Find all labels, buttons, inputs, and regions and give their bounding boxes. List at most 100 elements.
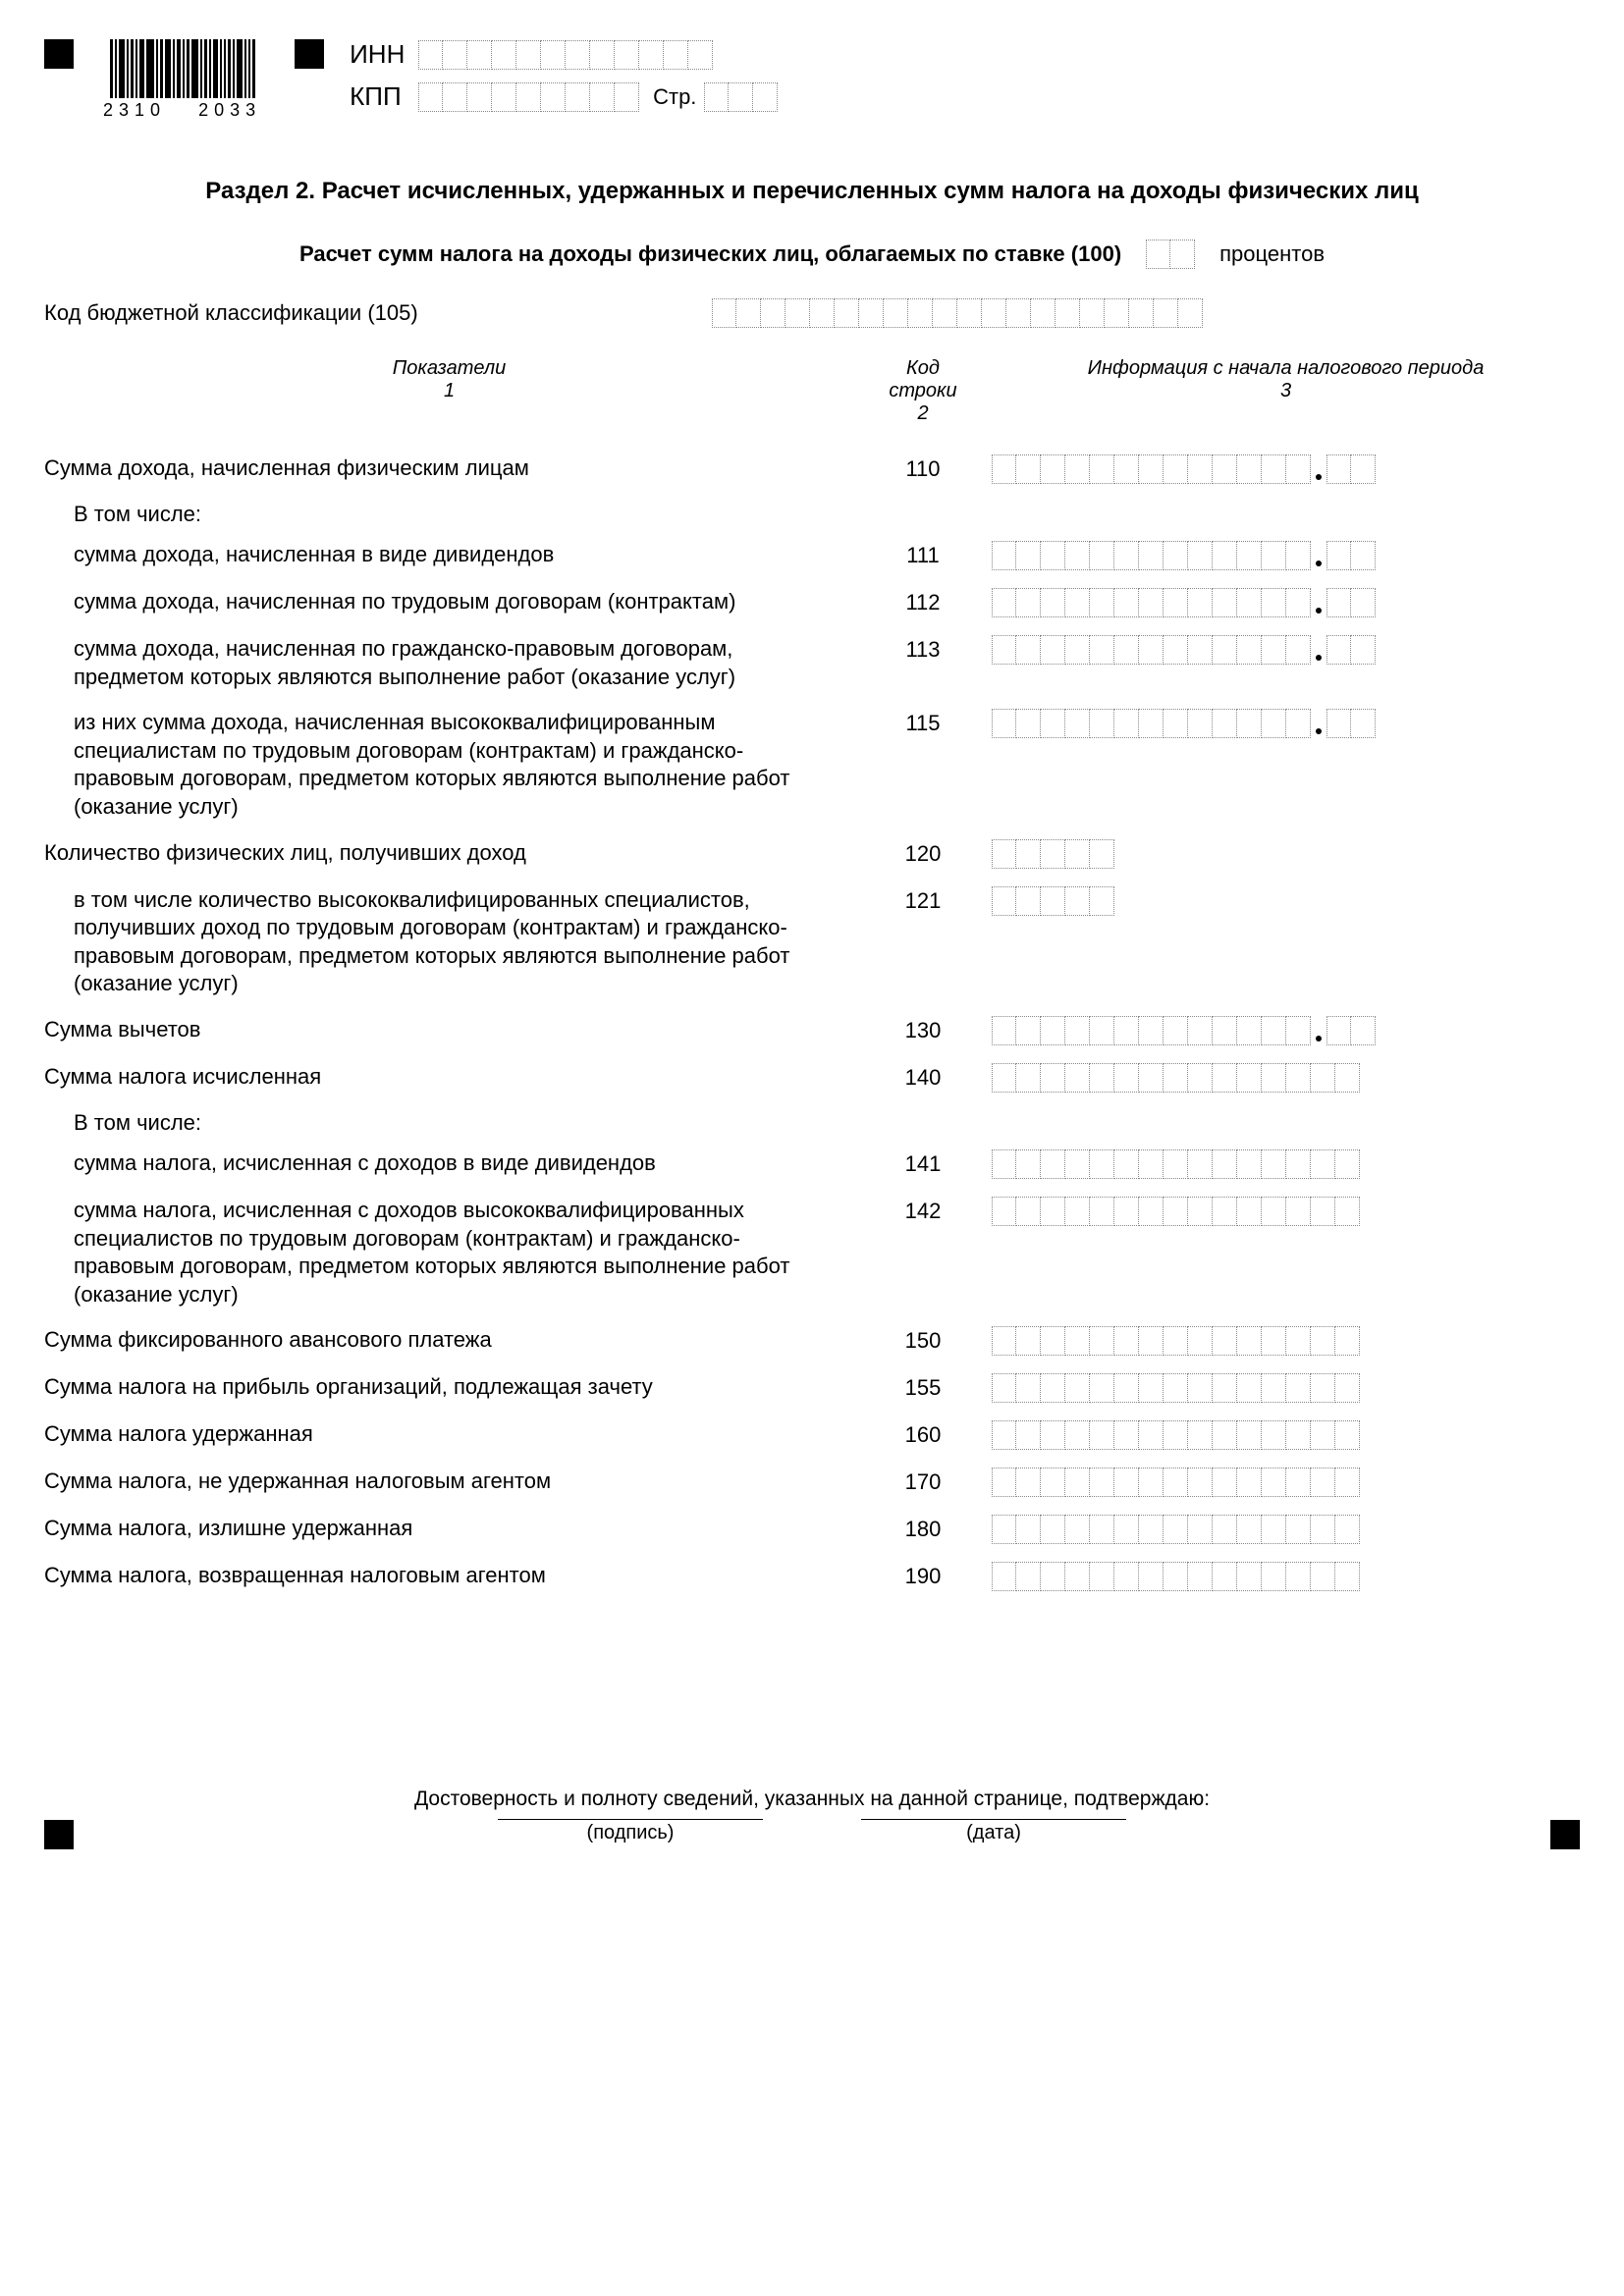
barcode-icon (110, 39, 255, 98)
col3-b: 3 (1280, 380, 1291, 401)
date-label: (дата) (966, 1822, 1021, 1843)
row-code: 120 (854, 839, 992, 867)
row-cells[interactable] (992, 1515, 1360, 1544)
column-headers: Показатели 1 Код строки 2 Информация с н… (44, 357, 1580, 425)
row-desc: Сумма налога исчисленная (44, 1063, 854, 1092)
row-cells[interactable] (992, 635, 1376, 665)
rate-cells[interactable] (1146, 240, 1195, 269)
row-141: сумма налога, исчисленная с доходов в ви… (44, 1149, 1580, 1179)
row-180: Сумма налога, излишне удержанная180 (44, 1515, 1580, 1544)
row-111: сумма дохода, начисленная в виде дивиден… (44, 541, 1580, 570)
inn-label: ИНН (350, 39, 418, 70)
sign-label: (подпись) (587, 1822, 675, 1843)
kpp-row: КПП Стр. (350, 81, 778, 112)
rows-container: Сумма дохода, начисленная физическим лиц… (44, 454, 1580, 1591)
row-code: 140 (854, 1063, 992, 1091)
row-cells[interactable] (992, 886, 1114, 916)
col2-c: 2 (917, 402, 928, 424)
row-desc: сумма налога, исчисленная с доходов высо… (74, 1197, 854, 1308)
row-code: 155 (854, 1373, 992, 1401)
row-cells[interactable] (992, 1420, 1360, 1450)
col2-b: строки (889, 380, 956, 401)
row-code: 160 (854, 1420, 992, 1448)
row-142: сумма налога, исчисленная с доходов высо… (44, 1197, 1580, 1308)
tax-form-page: 2310 2033 ИНН КПП Стр. Раздел 2. Расчет … (0, 0, 1624, 1894)
col1-a: Показатели (393, 357, 506, 379)
col-header-1: Показатели 1 (44, 357, 854, 425)
row-170: Сумма налога, не удержанная налоговым аг… (44, 1468, 1580, 1497)
row-desc: Сумма фиксированного авансового платежа (44, 1326, 854, 1355)
kbk-label: Код бюджетной классификации (105) (44, 300, 712, 326)
row-code: 190 (854, 1562, 992, 1589)
row-190: Сумма налога, возвращенная налоговым аге… (44, 1562, 1580, 1591)
marker-top-right (295, 39, 324, 69)
row-code: 113 (854, 635, 992, 663)
row-desc: сумма дохода, начисленная по гражданско-… (74, 635, 854, 691)
footer: Достоверность и полноту сведений, указан… (44, 1788, 1580, 1844)
confirm-text: Достоверность и полноту сведений, указан… (44, 1788, 1580, 1811)
subtitle-left: Расчет сумм налога на доходы физических … (299, 241, 1121, 267)
barcode-numbers: 2310 2033 (103, 100, 261, 121)
row-desc: из них сумма дохода, начисленная высокок… (74, 709, 854, 821)
row-cells[interactable] (992, 1063, 1360, 1093)
row-cells[interactable] (992, 454, 1376, 484)
row-code: 130 (854, 1016, 992, 1043)
row-desc: Сумма дохода, начисленная физическим лиц… (44, 454, 854, 483)
row-code: 141 (854, 1149, 992, 1177)
page-label: Стр. (653, 84, 696, 110)
subtitle-right: процентов (1219, 241, 1325, 267)
row-code: 142 (854, 1197, 992, 1224)
row-cells[interactable] (992, 1016, 1376, 1045)
row-cells[interactable] (992, 1149, 1360, 1179)
row-cells[interactable] (992, 1562, 1360, 1591)
col2-a: Код (906, 357, 940, 379)
col-header-3: Информация с начала налогового периода 3 (992, 357, 1580, 425)
row-code: 180 (854, 1515, 992, 1542)
inn-kpp-block: ИНН КПП Стр. (350, 39, 778, 124)
row-cells[interactable] (992, 709, 1376, 738)
row-desc: Сумма налога удержанная (44, 1420, 854, 1449)
page-cells[interactable] (704, 82, 778, 112)
row-cells[interactable] (992, 1468, 1360, 1497)
row-cells[interactable] (992, 1326, 1360, 1356)
row-code: 150 (854, 1326, 992, 1354)
row-cells[interactable] (992, 839, 1114, 869)
marker-bottom-right (1550, 1820, 1580, 1849)
kbk-cells[interactable] (712, 298, 1203, 328)
kpp-cells[interactable] (418, 82, 639, 112)
date-line[interactable]: (дата) (861, 1819, 1126, 1844)
row-code: 170 (854, 1468, 992, 1495)
row-desc: Количество физических лиц, получивших до… (44, 839, 854, 868)
form-header: 2310 2033 ИНН КПП Стр. (44, 39, 1580, 124)
including-label: В том числе: (44, 1110, 1580, 1136)
row-112: сумма дохода, начисленная по трудовым до… (44, 588, 1580, 617)
row-cells[interactable] (992, 541, 1376, 570)
row-desc: в том числе количество высококвалифициро… (74, 886, 854, 998)
row-cells[interactable] (992, 1373, 1360, 1403)
row-150: Сумма фиксированного авансового платежа1… (44, 1326, 1580, 1356)
kbk-row: Код бюджетной классификации (105) (44, 298, 1580, 328)
including-label: В том числе: (44, 502, 1580, 527)
row-desc: сумма налога, исчисленная с доходов в ви… (74, 1149, 854, 1178)
inn-cells[interactable] (418, 40, 713, 70)
row-code: 110 (854, 454, 992, 482)
row-cells[interactable] (992, 1197, 1360, 1226)
signature-line[interactable]: (подпись) (498, 1819, 763, 1844)
row-desc: Сумма налога, не удержанная налоговым аг… (44, 1468, 854, 1496)
row-113: сумма дохода, начисленная по гражданско-… (44, 635, 1580, 691)
barcode-left: 2310 (103, 100, 166, 120)
row-desc: сумма дохода, начисленная по трудовым до… (74, 588, 854, 616)
row-155: Сумма налога на прибыль организаций, под… (44, 1373, 1580, 1403)
marker-top-left (44, 39, 74, 69)
row-121: в том числе количество высококвалифициро… (44, 886, 1580, 998)
row-160: Сумма налога удержанная160 (44, 1420, 1580, 1450)
barcode-right: 2033 (198, 100, 261, 120)
row-code: 111 (854, 541, 992, 568)
row-cells[interactable] (992, 588, 1376, 617)
row-code: 121 (854, 886, 992, 914)
row-code: 112 (854, 588, 992, 615)
row-desc: Сумма налога, излишне удержанная (44, 1515, 854, 1543)
barcode-block: 2310 2033 (103, 39, 261, 121)
row-desc: Сумма налога на прибыль организаций, под… (44, 1373, 854, 1402)
subtitle-row: Расчет сумм налога на доходы физических … (44, 240, 1580, 269)
